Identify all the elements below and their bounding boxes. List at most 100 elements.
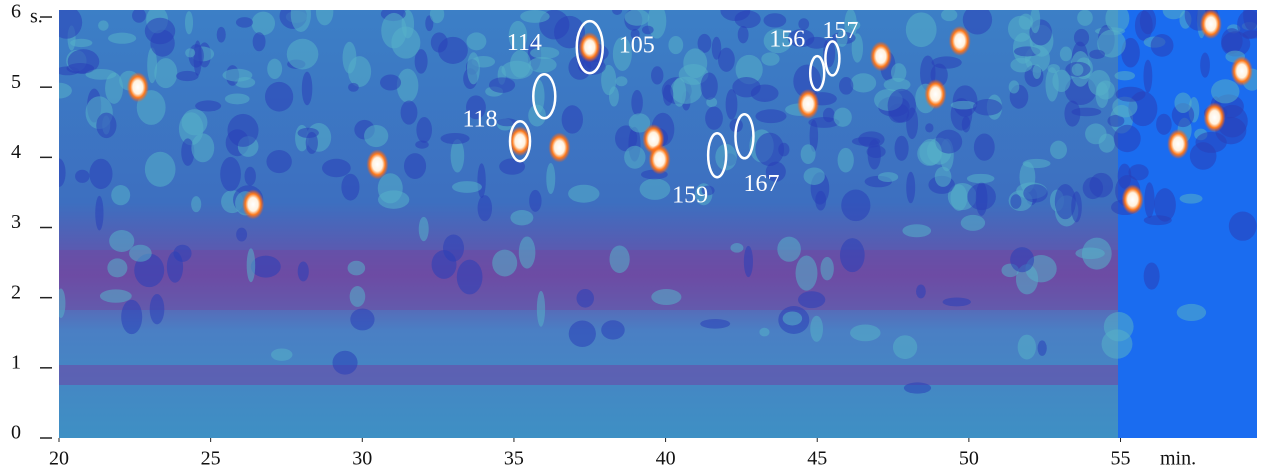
peak [366,149,388,179]
texture [701,72,718,99]
texture [1102,329,1133,358]
texture [150,294,165,324]
texture [391,27,420,59]
texture [430,5,444,23]
texture [457,260,483,295]
texture [271,348,292,360]
texture [1237,10,1261,39]
texture [884,78,911,92]
peak [925,79,947,109]
texture [195,100,221,111]
texture [569,321,596,348]
texture [302,72,312,106]
texture [1075,248,1104,260]
peak [949,26,971,56]
texture [838,148,854,173]
texture [510,210,533,225]
texture [111,185,130,205]
texture [253,32,266,51]
texture [1180,194,1203,204]
texture [378,190,409,208]
texture [95,196,103,231]
texture [1077,10,1093,26]
texture [350,308,374,330]
texture [70,39,92,47]
texture [182,109,208,135]
y-tick-label: 3 [11,211,21,233]
texture [1010,247,1034,272]
texture [761,52,779,65]
texture [98,20,109,30]
texture [56,288,65,318]
texture [432,250,457,279]
texture [624,146,645,169]
texture [1023,184,1047,202]
texture [902,224,931,237]
texture [576,289,594,308]
peak [1200,9,1222,39]
peak [579,32,601,62]
texture [764,13,787,27]
x-tick-label: 45 [807,448,827,470]
annotation-label: 105 [619,33,655,59]
texture [96,113,116,138]
texture [1030,6,1040,33]
texture [245,167,256,186]
texture [631,90,643,115]
x-tick-label: 50 [959,448,979,470]
texture [804,167,825,184]
texture [1144,263,1160,290]
peak [1204,102,1226,132]
texture [951,101,977,110]
texture [1151,34,1174,57]
texture [820,257,833,280]
texture [343,42,357,74]
texture [868,139,881,169]
texture [810,316,823,342]
texture [730,243,743,253]
texture [287,39,319,70]
texture [651,66,663,84]
texture [185,11,193,34]
texture [759,328,769,337]
texture [265,82,293,112]
peak [1122,184,1144,214]
texture [705,106,723,129]
texture [1174,93,1191,114]
texture [105,73,123,104]
peak [242,189,264,219]
texture [404,153,426,179]
texture [66,63,94,74]
texture [492,250,517,277]
texture [755,109,786,123]
texture [47,83,72,99]
texture [251,256,281,278]
texture [925,123,933,132]
band [59,365,1119,385]
x-tick-label: 40 [656,448,676,470]
texture [973,99,1002,115]
texture [1229,211,1257,240]
texture [951,184,968,211]
texture [1200,53,1210,78]
texture [441,133,470,144]
peak [548,133,570,163]
texture [744,246,753,277]
texture [1089,173,1113,198]
texture [438,37,468,64]
annotation-label: 156 [769,27,805,53]
texture [893,335,917,359]
texture [1088,70,1110,96]
texture [1105,4,1129,32]
texture [904,382,931,393]
texture [227,114,258,147]
texture [478,195,492,221]
x-tick-label: 35 [504,448,524,470]
y-tick-label: 2 [11,281,21,303]
texture [612,5,622,15]
texture [419,217,429,241]
texture [755,133,784,166]
texture [1156,114,1172,135]
texture [1114,125,1141,152]
texture [501,61,533,79]
